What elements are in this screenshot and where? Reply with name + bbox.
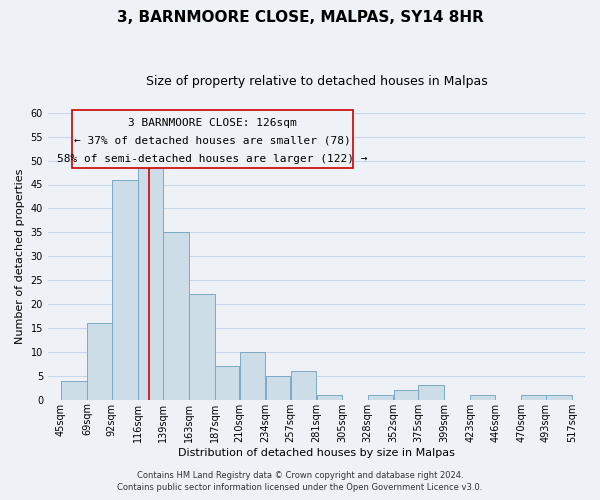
Bar: [138, 160, 163, 400]
Bar: [418, 386, 444, 400]
Bar: [521, 395, 546, 400]
Bar: [240, 352, 265, 400]
Bar: [368, 395, 393, 400]
Bar: [112, 180, 137, 400]
Text: 58% of semi-detached houses are larger (122) →: 58% of semi-detached houses are larger (…: [57, 154, 368, 164]
Bar: [546, 395, 572, 400]
X-axis label: Distribution of detached houses by size in Malpas: Distribution of detached houses by size …: [178, 448, 455, 458]
Text: Contains HM Land Registry data © Crown copyright and database right 2024.
Contai: Contains HM Land Registry data © Crown c…: [118, 471, 482, 492]
Bar: [215, 366, 239, 400]
Bar: [87, 323, 112, 400]
Text: 3 BARNMOORE CLOSE: 126sqm: 3 BARNMOORE CLOSE: 126sqm: [128, 118, 297, 128]
Bar: [290, 371, 316, 400]
Bar: [61, 380, 87, 400]
Bar: [317, 395, 342, 400]
Text: ← 37% of detached houses are smaller (78): ← 37% of detached houses are smaller (78…: [74, 136, 351, 145]
Bar: [394, 390, 418, 400]
Bar: [266, 376, 290, 400]
Bar: [163, 232, 188, 400]
Bar: [189, 294, 215, 400]
Bar: [470, 395, 495, 400]
FancyBboxPatch shape: [72, 110, 353, 168]
Title: Size of property relative to detached houses in Malpas: Size of property relative to detached ho…: [146, 75, 487, 88]
Y-axis label: Number of detached properties: Number of detached properties: [15, 168, 25, 344]
Text: 3, BARNMOORE CLOSE, MALPAS, SY14 8HR: 3, BARNMOORE CLOSE, MALPAS, SY14 8HR: [116, 10, 484, 25]
